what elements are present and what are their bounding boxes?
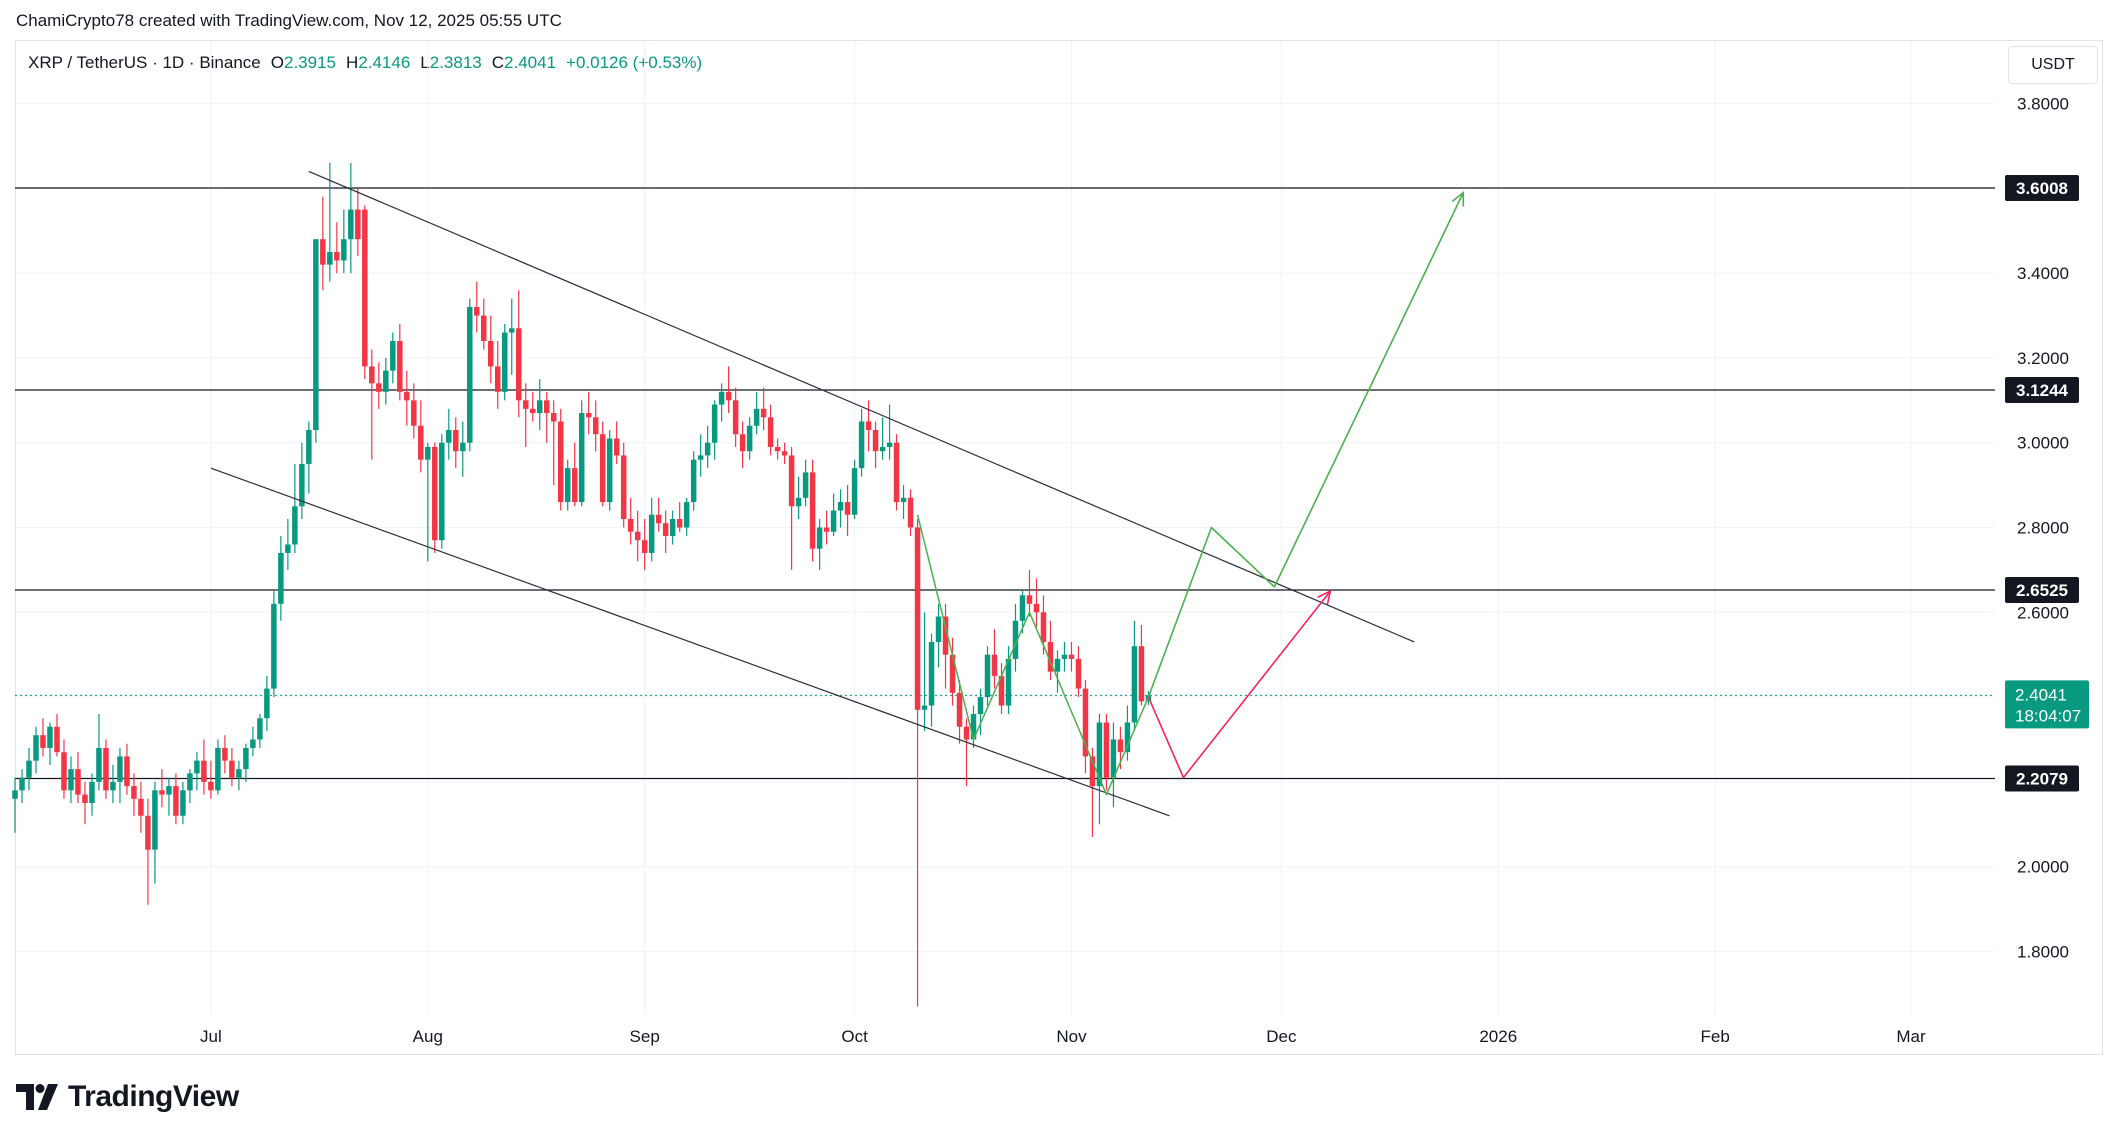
change-value: +0.0126 (+0.53%) xyxy=(566,53,703,72)
low-label: L xyxy=(420,53,430,72)
open-label: O xyxy=(270,53,284,72)
tradingview-logo[interactable]: TradingView xyxy=(16,1080,239,1114)
high-label: H xyxy=(346,53,359,72)
currency-unit-button[interactable]: USDT xyxy=(2008,46,2098,84)
low-value: 2.3813 xyxy=(429,53,482,72)
tradingview-logo-icon xyxy=(16,1084,58,1110)
close-value: 2.4041 xyxy=(504,53,557,72)
symbol-label[interactable]: XRP / TetherUS · 1D · Binance xyxy=(28,53,261,72)
attribution-text: ChamiCrypto78 created with TradingView.c… xyxy=(16,11,562,30)
high-value: 2.4146 xyxy=(358,53,411,72)
chart-frame[interactable] xyxy=(15,40,2103,1055)
close-label: C xyxy=(491,53,505,72)
open-value: 2.3915 xyxy=(284,53,336,72)
tradingview-logo-text: TradingView xyxy=(68,1080,239,1113)
